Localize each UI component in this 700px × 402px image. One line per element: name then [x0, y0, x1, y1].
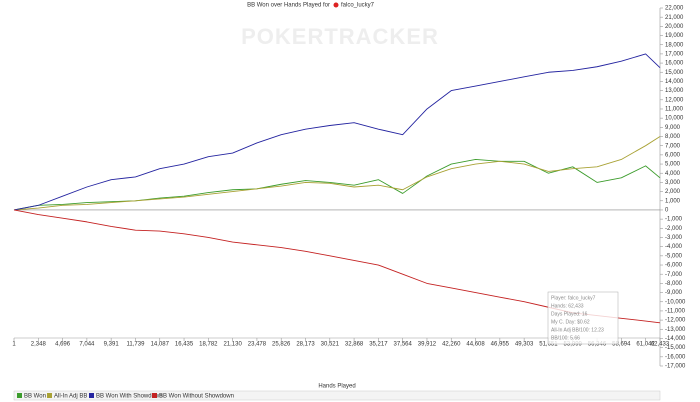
x-tick-label: 7,044	[79, 342, 95, 348]
y-tick-label: 20,000	[665, 24, 684, 30]
legend-swatch	[17, 393, 22, 398]
x-tick-label: 39,912	[418, 342, 437, 348]
x-tick-label: 2,348	[31, 342, 47, 348]
legend-swatch	[89, 393, 94, 398]
x-axis-title: Hands Played	[318, 384, 355, 390]
y-tick-label: 16,000	[665, 61, 684, 67]
y-tick-label: -11,000	[665, 309, 686, 315]
x-tick-label: 44,608	[466, 342, 485, 348]
legend-label: BB Won With Showdown	[96, 394, 163, 400]
x-tick-label: 53,999	[564, 342, 583, 348]
x-tick-label: 28,173	[296, 342, 315, 348]
y-tick-label: -15,000	[665, 345, 686, 351]
y-tick-label: -14,000	[665, 336, 686, 342]
y-tick-label: 9,000	[665, 125, 681, 131]
y-tick-label: 13,000	[665, 88, 684, 94]
x-tick-label: 30,521	[321, 342, 340, 348]
x-tick-label: 46,955	[491, 342, 510, 348]
x-tick-label: 49,303	[515, 342, 534, 348]
x-tick-label: 58,694	[612, 342, 631, 348]
watermark: POKERTRACKER	[241, 24, 439, 49]
legend-swatch	[47, 393, 52, 398]
x-tick-label: 16,435	[175, 342, 194, 348]
y-tick-label: 15,000	[665, 70, 684, 76]
y-tick-label: -4,000	[665, 244, 683, 250]
legend-swatch	[152, 393, 157, 398]
series-line	[13, 53, 661, 211]
x-tick-label: 56,346	[588, 342, 607, 348]
y-tick-label: -17,000	[665, 364, 686, 370]
y-tick-label: 12,000	[665, 97, 684, 103]
y-tick-label: 1,000	[665, 198, 681, 204]
legend-label: BB Won Without Showdown	[159, 394, 234, 400]
tooltip-line: Days Played: 16	[551, 311, 588, 317]
tooltip-line: Hands: 62,433	[551, 303, 584, 309]
y-tick-label: 3,000	[665, 180, 681, 186]
x-tick-label: 42,260	[442, 342, 461, 348]
x-tick-label: 9,391	[104, 342, 120, 348]
y-tick-label: -5,000	[665, 253, 683, 259]
y-tick-label: 4,000	[665, 171, 681, 177]
y-tick-label: -7,000	[665, 272, 683, 278]
x-tick-label: 4,696	[55, 342, 71, 348]
x-tick-label: 1	[12, 342, 16, 348]
y-tick-label: 8,000	[665, 134, 681, 140]
y-tick-label: 7,000	[665, 143, 681, 149]
y-tick-label: -8,000	[665, 281, 683, 287]
tooltip-line: BB/100: 5.66	[551, 335, 580, 341]
x-tick-label: 32,868	[345, 342, 364, 348]
y-tick-label: -1,000	[665, 217, 683, 223]
legend-box	[13, 390, 661, 401]
x-tick-label: 21,130	[223, 342, 242, 348]
tooltip-box	[547, 291, 619, 345]
y-tick-label: -6,000	[665, 263, 683, 269]
y-tick-label: 2,000	[665, 189, 681, 195]
y-tick-label: 11,000	[665, 107, 684, 113]
tooltip-line: All-In Adj BB/100: 12.23	[551, 327, 604, 333]
x-tick-label: 14,087	[151, 342, 170, 348]
y-tick-label: -2,000	[665, 226, 683, 232]
x-tick-label: 35,217	[369, 342, 388, 348]
y-tick-label: -9,000	[665, 290, 683, 296]
x-tick-label: 62,433	[651, 342, 670, 348]
x-tick-label: 37,564	[393, 342, 412, 348]
y-tick-label: -12,000	[665, 318, 686, 324]
y-tick-label: 10,000	[665, 116, 684, 122]
x-tick-label: 25,826	[272, 342, 291, 348]
player-name: falco_lucky7	[341, 3, 375, 9]
x-tick-label: 18,782	[199, 342, 218, 348]
y-tick-label: 18,000	[665, 42, 684, 48]
chart-title: BB Won over Hands Played for	[247, 3, 330, 9]
x-tick-label: 23,478	[248, 342, 267, 348]
y-tick-label: 19,000	[665, 33, 684, 39]
y-tick-label: 17,000	[665, 51, 684, 57]
y-tick-label: 5,000	[665, 162, 681, 168]
y-tick-label: -16,000	[665, 354, 686, 360]
legend-label: All-In Adj BB	[54, 394, 87, 400]
legend-label: BB Won	[24, 394, 46, 400]
y-tick-label: -13,000	[665, 327, 686, 333]
y-tick-label: 21,000	[665, 15, 684, 21]
player-icon	[333, 2, 339, 8]
y-tick-label: -10,000	[665, 299, 686, 305]
y-tick-label: 22,000	[665, 6, 684, 12]
tooltip-line: My C. Day: $0.62	[551, 319, 590, 325]
x-tick-label: 11,739	[127, 342, 146, 348]
y-tick-label: 6,000	[665, 152, 681, 158]
y-tick-label: 0	[665, 208, 669, 214]
y-tick-label: 14,000	[665, 79, 684, 85]
x-tick-label: 61,042	[636, 342, 655, 348]
series-line	[13, 136, 661, 211]
x-tick-label: 51,651	[539, 342, 558, 348]
tooltip-line: Player: falco_lucky7	[551, 295, 596, 301]
y-tick-label: -3,000	[665, 235, 683, 241]
